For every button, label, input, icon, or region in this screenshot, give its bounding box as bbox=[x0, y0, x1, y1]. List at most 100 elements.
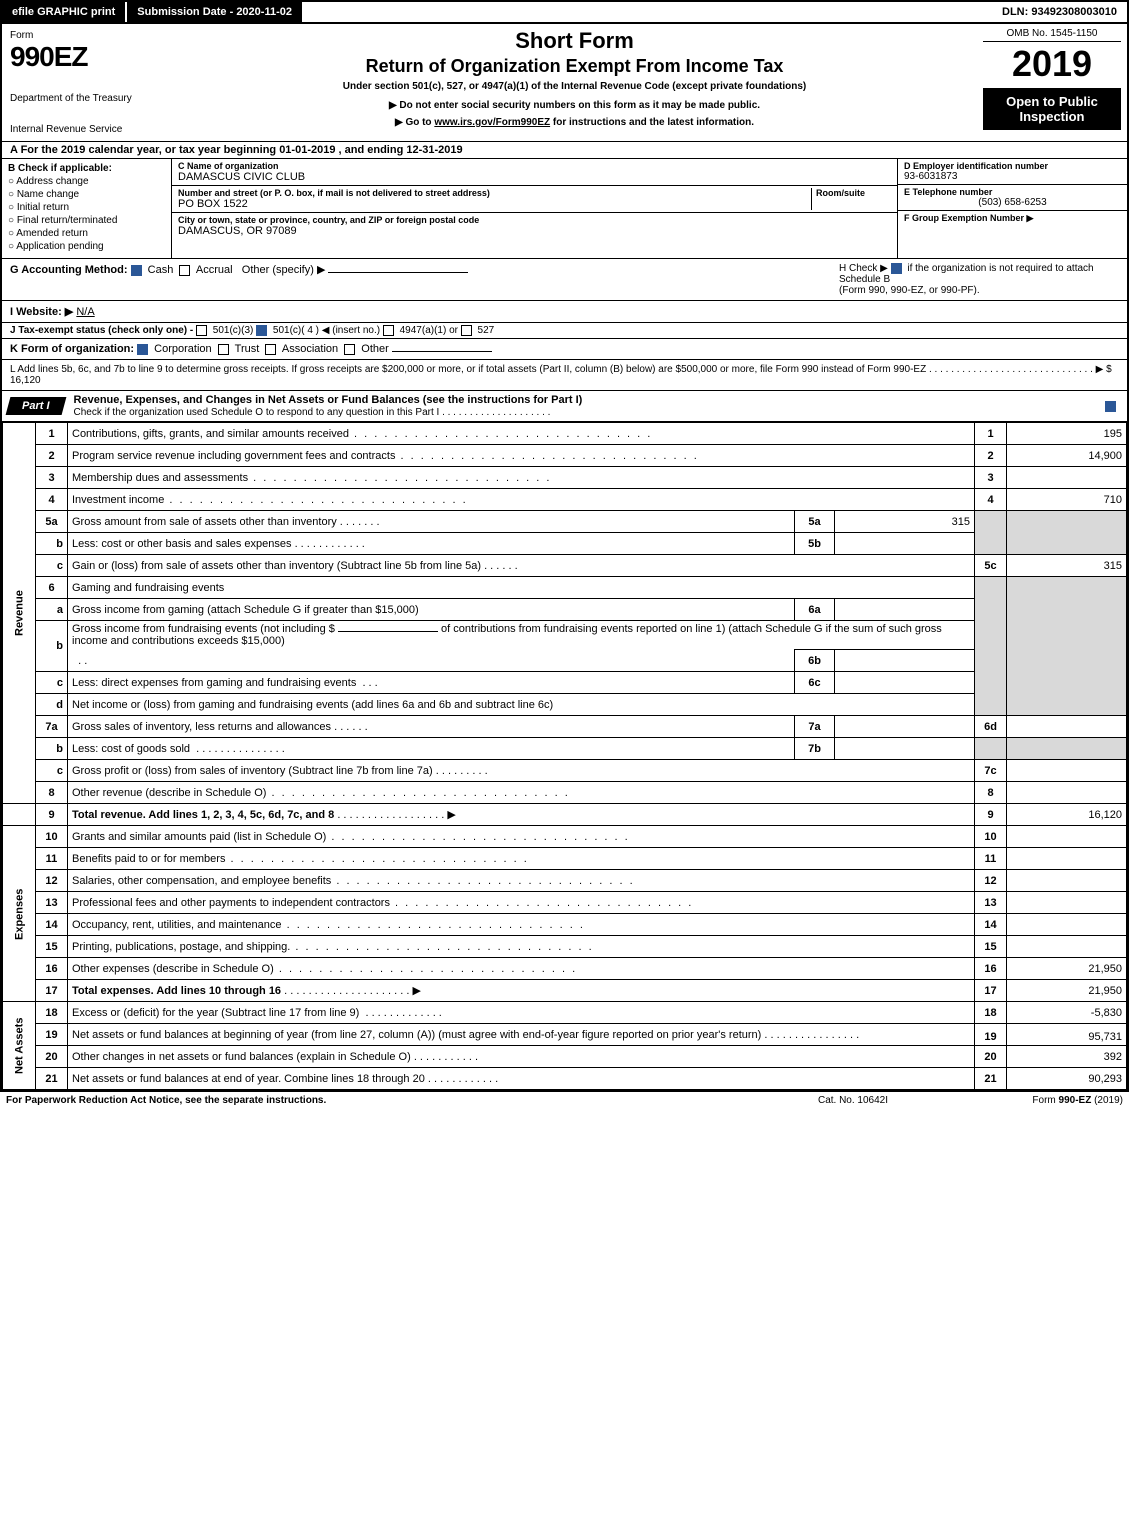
cb-cash-icon[interactable] bbox=[131, 265, 142, 276]
expenses-label: Expenses bbox=[3, 826, 36, 1002]
ln6a-no: a bbox=[36, 599, 68, 621]
footer: For Paperwork Reduction Act Notice, see … bbox=[0, 1092, 1129, 1109]
row-g-h: G Accounting Method: Cash Accrual Other … bbox=[2, 259, 1127, 301]
ln3-col: 3 bbox=[975, 467, 1007, 489]
ln18-amt: -5,830 bbox=[1007, 1002, 1127, 1024]
goto-suffix: for instructions and the latest informat… bbox=[553, 117, 754, 128]
badge-line1: Open to Public bbox=[987, 94, 1117, 109]
cb-part1-scho-icon[interactable] bbox=[1105, 401, 1116, 412]
phone-value: (503) 658-6253 bbox=[904, 197, 1121, 208]
ln3-desc: Membership dues and assessments bbox=[72, 472, 248, 484]
ln7c-col: 7c bbox=[975, 760, 1007, 782]
badge-line2: Inspection bbox=[987, 109, 1117, 124]
k-other: Other bbox=[358, 343, 389, 355]
ln1-no: 1 bbox=[36, 423, 68, 445]
period-row: A For the 2019 calendar year, or tax yea… bbox=[2, 142, 1127, 159]
ln7c-desc: Gross profit or (loss) from sales of inv… bbox=[72, 765, 433, 777]
row-i: I Website: ▶ N/A bbox=[2, 301, 1127, 323]
g-accrual: Accrual bbox=[193, 264, 232, 276]
cb-corp-icon[interactable] bbox=[137, 344, 148, 355]
ln21-no: 21 bbox=[36, 1068, 68, 1090]
ln8-no: 8 bbox=[36, 782, 68, 804]
form-page: efile GRAPHIC print Submission Date - 20… bbox=[0, 0, 1129, 1092]
form-number: 990EZ bbox=[10, 41, 164, 73]
ln6c-desc: Less: direct expenses from gaming and fu… bbox=[72, 677, 356, 689]
ln6a-desc: Gross income from gaming (attach Schedul… bbox=[68, 599, 795, 621]
under-section: Under section 501(c), 527, or 4947(a)(1)… bbox=[178, 81, 971, 92]
k-assoc: Association bbox=[279, 343, 338, 355]
ln6d-desc: Net income or (loss) from gaming and fun… bbox=[68, 694, 975, 716]
ln20-amt: 392 bbox=[1007, 1046, 1127, 1068]
cb-address-change[interactable]: Address change bbox=[8, 176, 165, 187]
cb-final-return[interactable]: Final return/terminated bbox=[8, 215, 165, 226]
cb-initial-return[interactable]: Initial return bbox=[8, 202, 165, 213]
ln6b-no: b bbox=[36, 621, 68, 672]
goto-link[interactable]: www.irs.gov/Form990EZ bbox=[434, 117, 550, 128]
ln5a-sub: 5a bbox=[795, 511, 835, 533]
ln3-amt bbox=[1007, 467, 1127, 489]
ln6d-amt bbox=[1007, 716, 1127, 738]
ln10-amt bbox=[1007, 826, 1127, 848]
k-label: K Form of organization: bbox=[10, 343, 137, 355]
ln16-amt: 21,950 bbox=[1007, 958, 1127, 980]
ln5a-subval: 315 bbox=[835, 511, 975, 533]
ln8-desc: Other revenue (describe in Schedule O) bbox=[72, 787, 266, 799]
header: Form 990EZ Department of the Treasury In… bbox=[2, 24, 1127, 142]
ln14-no: 14 bbox=[36, 914, 68, 936]
omb-number: OMB No. 1545-1150 bbox=[983, 28, 1121, 42]
addr-value: PO BOX 1522 bbox=[178, 198, 811, 210]
ln11-no: 11 bbox=[36, 848, 68, 870]
ln6a-subval bbox=[835, 599, 975, 621]
ln5b-no: b bbox=[36, 533, 68, 555]
section-b-cde: B Check if applicable: Address change Na… bbox=[2, 159, 1127, 259]
ln2-col: 2 bbox=[975, 445, 1007, 467]
cb-527-icon[interactable] bbox=[461, 325, 472, 336]
ein-value: 93-6031873 bbox=[904, 171, 1121, 182]
cb-other-icon[interactable] bbox=[344, 344, 355, 355]
ln6-no: 6 bbox=[36, 577, 68, 599]
cb-name-change[interactable]: Name change bbox=[8, 189, 165, 200]
ln7b-no: b bbox=[36, 738, 68, 760]
row-j: J Tax-exempt status (check only one) - 5… bbox=[2, 323, 1127, 339]
ln4-desc: Investment income bbox=[72, 494, 164, 506]
ln4-no: 4 bbox=[36, 489, 68, 511]
ln13-amt bbox=[1007, 892, 1127, 914]
cb-501c3-icon[interactable] bbox=[196, 325, 207, 336]
cb-501c-icon[interactable] bbox=[256, 325, 267, 336]
ln5a-desc: Gross amount from sale of assets other t… bbox=[72, 516, 337, 528]
cb-schedb-icon[interactable] bbox=[891, 263, 902, 274]
ln6c-subval bbox=[835, 672, 975, 694]
cb-application-pending[interactable]: Application pending bbox=[8, 241, 165, 252]
ln21-desc: Net assets or fund balances at end of ye… bbox=[72, 1073, 425, 1085]
h-text3: (Form 990, 990-EZ, or 990-PF). bbox=[839, 285, 980, 296]
j-label: J Tax-exempt status (check only one) - bbox=[10, 325, 193, 336]
ln3-no: 3 bbox=[36, 467, 68, 489]
ln7b-sub: 7b bbox=[795, 738, 835, 760]
submission-date-button[interactable]: Submission Date - 2020-11-02 bbox=[127, 2, 302, 22]
cb-amended-return[interactable]: Amended return bbox=[8, 228, 165, 239]
ln12-amt bbox=[1007, 870, 1127, 892]
ln7c-amt bbox=[1007, 760, 1127, 782]
ln1-desc: Contributions, gifts, grants, and simila… bbox=[72, 428, 349, 440]
efile-button[interactable]: efile GRAPHIC print bbox=[2, 2, 127, 22]
section-def: D Employer identification number 93-6031… bbox=[897, 159, 1127, 258]
cb-assoc-icon[interactable] bbox=[265, 344, 276, 355]
open-public-badge: Open to Public Inspection bbox=[983, 88, 1121, 130]
ln5b-sub: 5b bbox=[795, 533, 835, 555]
footer-right: Form 990-EZ (2019) bbox=[943, 1095, 1123, 1106]
ln17-amt: 21,950 bbox=[1007, 980, 1127, 1002]
part1-sub: Check if the organization used Schedule … bbox=[74, 407, 551, 418]
ln1-col: 1 bbox=[975, 423, 1007, 445]
ln10-desc: Grants and similar amounts paid (list in… bbox=[72, 831, 326, 843]
revenue-label: Revenue bbox=[3, 423, 36, 804]
cb-4947-icon[interactable] bbox=[383, 325, 394, 336]
ln6b-sub: 6b bbox=[795, 650, 835, 672]
ln12-no: 12 bbox=[36, 870, 68, 892]
i-label: I Website: ▶ bbox=[10, 306, 73, 318]
ln13-desc: Professional fees and other payments to … bbox=[72, 897, 390, 909]
cb-accrual-icon[interactable] bbox=[179, 265, 190, 276]
ln20-no: 20 bbox=[36, 1046, 68, 1068]
cb-trust-icon[interactable] bbox=[218, 344, 229, 355]
ln20-desc: Other changes in net assets or fund bala… bbox=[72, 1051, 411, 1063]
ln16-desc: Other expenses (describe in Schedule O) bbox=[72, 963, 274, 975]
